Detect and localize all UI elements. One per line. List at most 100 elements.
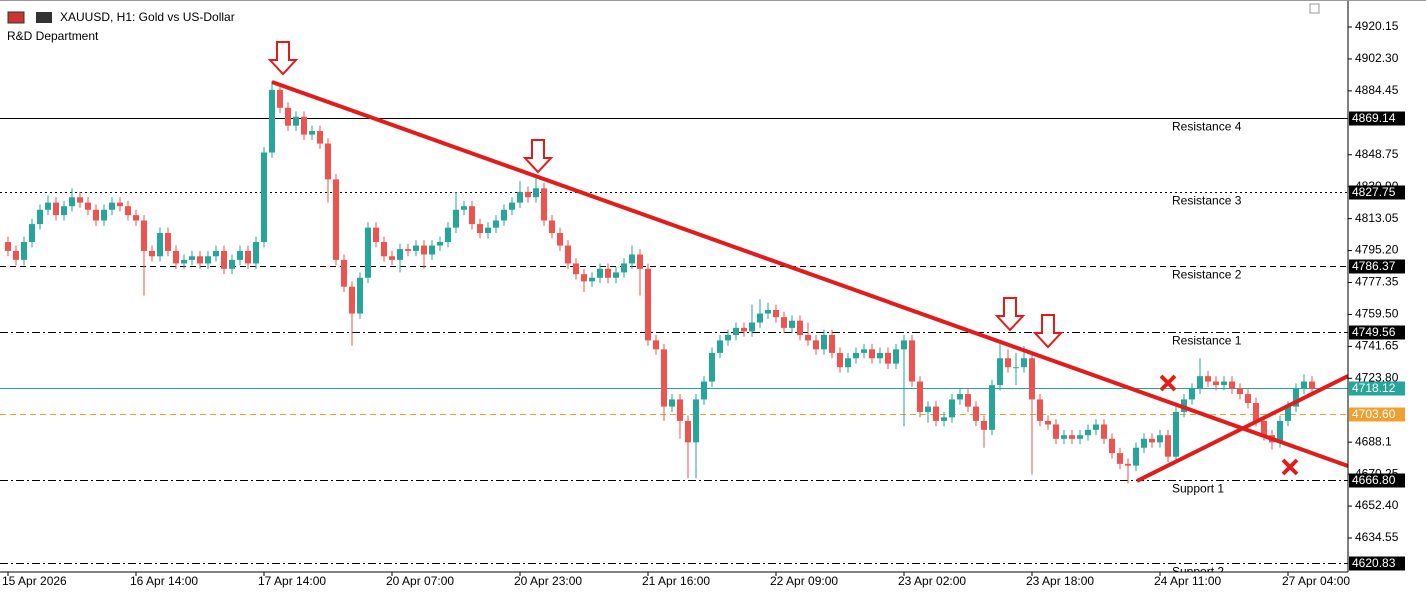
candle-body <box>685 420 691 443</box>
window-button[interactable] <box>1309 3 1320 14</box>
candle-body <box>349 286 355 314</box>
candle-body <box>93 209 99 221</box>
y-tick-label: 4777.35 <box>1355 275 1399 289</box>
price-box <box>1349 473 1405 488</box>
candle-body <box>221 250 227 269</box>
x-tick-label: 20 Apr 23:00 <box>514 574 582 588</box>
price-box-label: 4827.75 <box>1352 185 1396 199</box>
y-tick-label: 4848.75 <box>1355 147 1399 161</box>
price-box <box>1349 185 1405 200</box>
candle-body <box>197 256 203 264</box>
candle-body <box>21 241 27 260</box>
candle-body <box>213 250 219 257</box>
price-box-label: 4786.37 <box>1352 259 1396 273</box>
candle-body <box>1101 424 1107 439</box>
candle-body <box>301 116 307 135</box>
candle-body <box>1117 453 1123 464</box>
candle-body <box>181 259 187 264</box>
candle-body <box>1253 403 1259 421</box>
candle-body <box>1197 376 1203 389</box>
candle-body <box>1109 438 1115 454</box>
candle-body <box>229 259 235 269</box>
y-tick-label: 4795.20 <box>1355 243 1399 257</box>
level-label: Support 1 <box>1172 482 1224 496</box>
candle-body <box>109 202 115 210</box>
level-label: Support 2 <box>1172 565 1224 579</box>
candle-body <box>661 349 667 407</box>
candle-body <box>309 131 315 135</box>
candle-body <box>1141 438 1147 448</box>
candle-body <box>1213 381 1219 386</box>
x-tick-label: 23 Apr 18:00 <box>1026 574 1094 588</box>
candle-body <box>557 233 563 246</box>
trend-line <box>271 80 1348 468</box>
candle-body <box>797 320 803 336</box>
candle-body <box>397 249 403 260</box>
candle-body <box>405 249 411 251</box>
candle-body <box>981 420 987 430</box>
candle-body <box>245 250 251 264</box>
candle-body <box>413 245 419 251</box>
level-label: Resistance 1 <box>1172 334 1242 348</box>
icon <box>36 12 52 23</box>
candle-body <box>845 358 851 368</box>
candle-body <box>941 417 947 421</box>
candle-body <box>117 202 123 207</box>
candle-body <box>469 206 475 225</box>
x-tick-label: 24 Apr 11:00 <box>1154 574 1221 588</box>
candle-body <box>1013 367 1019 369</box>
icon <box>7 11 25 24</box>
candle-body <box>933 406 939 421</box>
y-tick-label: 4741.65 <box>1355 339 1399 353</box>
candle-body <box>733 327 739 336</box>
candle-body <box>1157 435 1163 443</box>
candle-body <box>677 399 683 421</box>
candle-body <box>1005 358 1011 368</box>
cross-mark <box>1281 458 1299 476</box>
level-label: Resistance 4 <box>1172 120 1242 134</box>
candle-body <box>141 220 147 251</box>
price-box-label: 4703.60 <box>1352 407 1396 421</box>
candle-body <box>5 241 11 251</box>
candle-body <box>517 191 523 203</box>
candle-body <box>525 191 531 198</box>
candle-body <box>1261 420 1267 436</box>
x-tick-label: 20 Apr 07:00 <box>386 574 454 588</box>
plot-area: Resistance 4 Resistance 3 Resistance 2 Resi… <box>0 80 1348 579</box>
candle-body <box>765 309 771 314</box>
candle-body <box>1293 388 1299 407</box>
candle-body <box>965 394 971 407</box>
candle-body <box>101 209 107 221</box>
indicator-name: R&D Department <box>7 29 99 43</box>
candle-body <box>13 250 19 260</box>
candle-body <box>445 227 451 242</box>
candle-body <box>717 340 723 353</box>
cross-mark <box>1159 374 1177 392</box>
candle-body <box>149 250 155 257</box>
candle-body <box>1093 424 1099 430</box>
candle-body <box>605 268 611 278</box>
candle-body <box>69 197 75 207</box>
x-tick-label: 15 Apr 2026 <box>2 574 67 588</box>
down-arrow <box>267 41 299 76</box>
x-tick-label: 22 Apr 09:00 <box>770 574 838 588</box>
candle-body <box>1309 381 1315 389</box>
candle-body <box>749 322 755 332</box>
candle-body <box>909 340 915 382</box>
down-arrow <box>1032 314 1064 349</box>
candle-body <box>813 340 819 350</box>
candle-body <box>1173 411 1179 457</box>
candle-body <box>541 188 547 221</box>
level-label: Resistance 2 <box>1172 268 1242 282</box>
candle-body <box>613 272 619 278</box>
candle-body <box>381 241 387 257</box>
candle-body <box>29 224 35 242</box>
candle-body <box>621 263 627 273</box>
candle-body <box>893 349 899 364</box>
y-tick-label: 4920.15 <box>1355 19 1399 33</box>
down-arrow <box>994 297 1026 332</box>
candle-body <box>389 256 395 260</box>
candle-body <box>741 327 747 332</box>
candle-body <box>1245 394 1251 404</box>
candle-body <box>925 406 931 412</box>
